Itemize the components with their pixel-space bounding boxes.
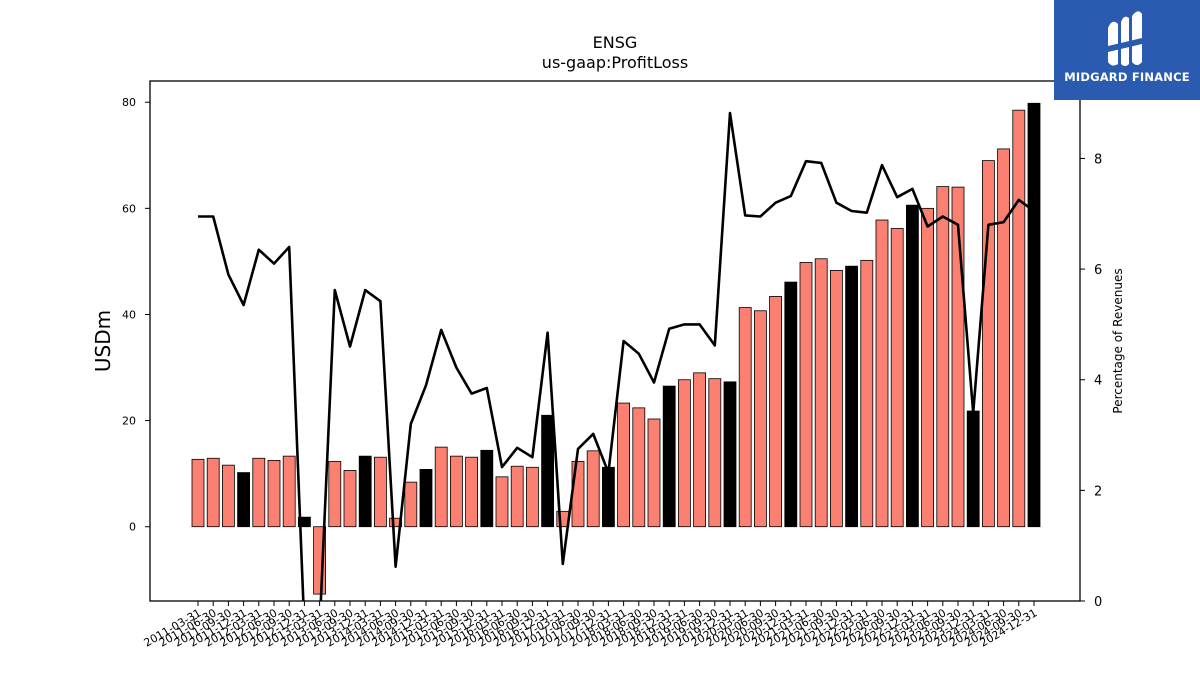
- bar: [1012, 109, 1026, 528]
- line-series: [198, 111, 1035, 601]
- bar: [936, 186, 950, 528]
- midgard-finance-logo: MIDGARD FINANCE: [1054, 0, 1200, 100]
- bar: [845, 265, 858, 528]
- bar: [206, 457, 220, 528]
- y2-tick-label: 8: [1094, 152, 1102, 167]
- bar: [404, 481, 418, 528]
- plot-frame: [149, 80, 1081, 602]
- chart-title: ENSG: [593, 33, 638, 52]
- bar: [906, 204, 919, 528]
- bar: [860, 259, 874, 528]
- chart-subtitle: us-gaap:ProfitLoss: [542, 53, 688, 72]
- bar: [602, 466, 615, 528]
- bar: [541, 414, 554, 528]
- y-axis-left: 0 20 40 60 80: [122, 96, 150, 534]
- y2-tick-label: 0: [1094, 595, 1102, 610]
- bar: [237, 472, 251, 528]
- bar: [449, 455, 463, 528]
- bar: [465, 456, 479, 528]
- bar: [419, 469, 433, 528]
- bar: [799, 262, 813, 528]
- bar: [754, 310, 767, 528]
- bar: [617, 402, 630, 528]
- bar: [814, 258, 828, 528]
- bar: [997, 148, 1010, 528]
- percentage-line: [198, 111, 1035, 601]
- bar: [830, 270, 843, 528]
- bar: [647, 418, 661, 528]
- x-axis: 2011-03-312011-06-302011-09-302011-12-31…: [142, 601, 1040, 650]
- bar: [966, 410, 980, 528]
- y2-tick-label: 4: [1094, 374, 1102, 389]
- bar: [358, 455, 372, 528]
- y-axis-label: USDm: [91, 310, 115, 372]
- bar: [373, 456, 387, 528]
- bar: [586, 450, 600, 528]
- y2-tick-label: 6: [1094, 263, 1102, 278]
- bar: [693, 372, 706, 528]
- y-tick-label: 40: [122, 308, 136, 321]
- y-axis-right: 0 2 4 6 8: [1080, 152, 1102, 610]
- bar: [191, 458, 205, 528]
- bar: [297, 516, 311, 528]
- bar: [343, 470, 357, 528]
- bar: [1027, 102, 1041, 528]
- bar: [267, 459, 281, 528]
- y-tick-label: 0: [129, 521, 136, 534]
- y2-axis-label: Percentage of Revenues: [1111, 268, 1125, 413]
- logo-text: MIDGARD FINANCE: [1064, 70, 1190, 84]
- bar: [632, 407, 646, 528]
- bar: [434, 446, 448, 528]
- bar: [495, 476, 509, 528]
- bar: [875, 219, 889, 528]
- bar: [252, 457, 266, 528]
- bar: [890, 228, 904, 528]
- bar: [678, 379, 691, 528]
- bar: [221, 464, 235, 528]
- bar: [708, 378, 722, 528]
- logo-mark-icon: [1108, 11, 1142, 67]
- bar: [738, 307, 752, 528]
- bar: [480, 449, 494, 528]
- bar: [282, 455, 296, 528]
- y2-tick-label: 2: [1094, 484, 1102, 499]
- bar: [723, 381, 737, 528]
- bar: [328, 461, 342, 528]
- bar: [982, 160, 995, 528]
- bar-series: [191, 102, 1041, 595]
- y-tick-label: 60: [122, 202, 136, 215]
- bar: [769, 296, 782, 528]
- y-tick-label: 80: [122, 96, 136, 109]
- bar: [526, 466, 539, 528]
- bar: [921, 207, 934, 528]
- y-tick-label: 20: [122, 415, 136, 428]
- bar: [784, 281, 798, 528]
- bar: [662, 385, 676, 528]
- bar: [510, 465, 524, 528]
